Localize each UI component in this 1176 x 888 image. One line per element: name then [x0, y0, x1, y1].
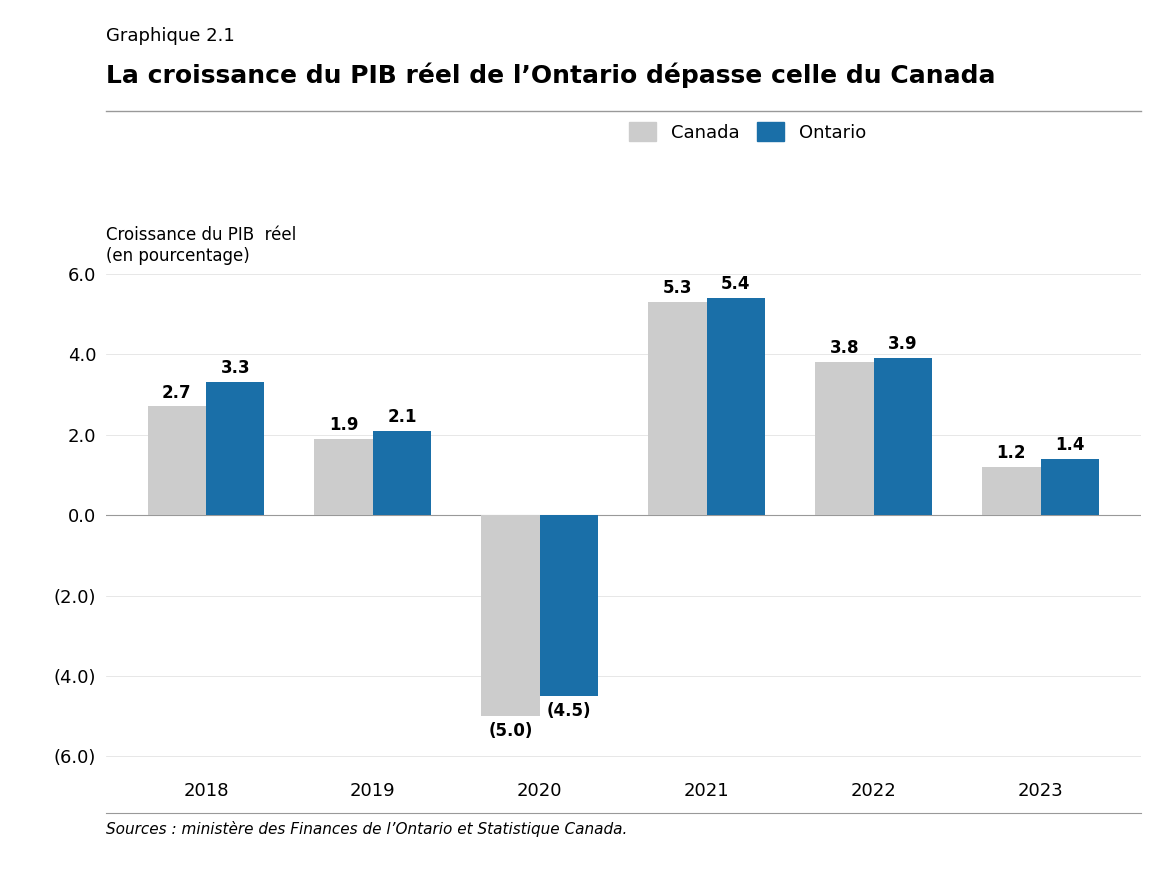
Text: 3.9: 3.9: [888, 336, 917, 353]
Text: 1.9: 1.9: [329, 416, 359, 433]
Text: 1.4: 1.4: [1055, 436, 1084, 454]
Text: 2.7: 2.7: [162, 384, 192, 401]
Text: 5.4: 5.4: [721, 275, 750, 293]
Bar: [314, 439, 373, 515]
Bar: [982, 467, 1041, 515]
Text: Graphique 2.1: Graphique 2.1: [106, 27, 234, 44]
Text: (4.5): (4.5): [547, 702, 592, 720]
Text: Croissance du PIB  réel
(en pourcentage): Croissance du PIB réel (en pourcentage): [106, 226, 296, 266]
Bar: [147, 407, 206, 515]
Bar: [648, 302, 707, 515]
Legend: Canada, Ontario: Canada, Ontario: [629, 123, 866, 142]
Text: (5.0): (5.0): [488, 722, 533, 741]
Bar: [815, 362, 874, 515]
Text: 1.2: 1.2: [996, 444, 1027, 462]
Bar: [874, 358, 933, 515]
Text: 5.3: 5.3: [663, 279, 693, 297]
Text: 3.3: 3.3: [220, 360, 250, 377]
Text: La croissance du PIB réel de l’Ontario dépasse celle du Canada: La croissance du PIB réel de l’Ontario d…: [106, 62, 995, 88]
Bar: [1041, 459, 1100, 515]
Bar: [540, 515, 599, 696]
Bar: [481, 515, 540, 717]
Bar: [707, 297, 766, 515]
Text: 3.8: 3.8: [830, 339, 860, 357]
Bar: [206, 382, 265, 515]
Text: Sources : ministère des Finances de l’Ontario et Statistique Canada.: Sources : ministère des Finances de l’On…: [106, 821, 627, 837]
Text: 2.1: 2.1: [387, 408, 416, 425]
Bar: [373, 431, 432, 515]
